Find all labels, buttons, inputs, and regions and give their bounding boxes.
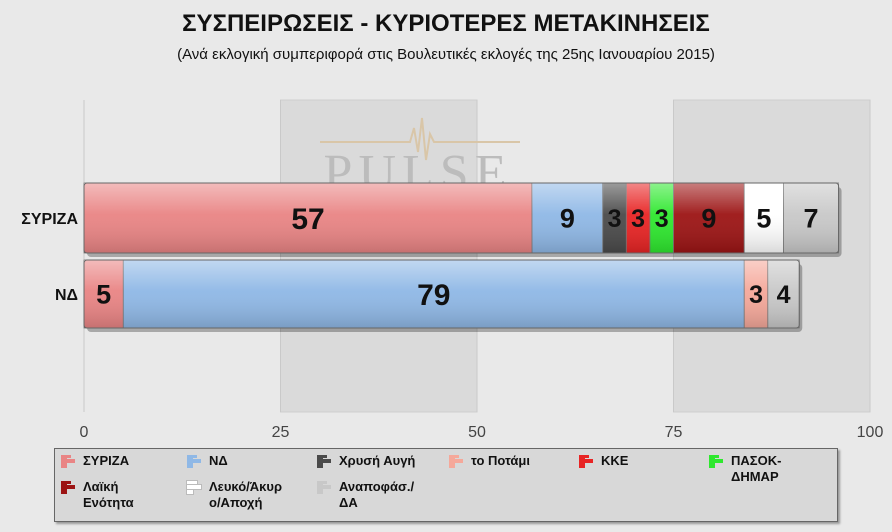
legend-label: Αναποφάσ./ ΔΑ	[339, 479, 415, 510]
bar-segment-shine	[744, 260, 768, 328]
data-label: 3	[608, 205, 622, 233]
legend-item: ΠΑΣΟΚ- ΔΗΜΑΡ	[709, 453, 781, 485]
data-label: 7	[804, 204, 819, 234]
legend-swatch-icon	[449, 455, 463, 468]
chart-subtitle: (Ανά εκλογική συμπεριφορά στις Βουλευτικ…	[177, 46, 715, 63]
x-tick-label: 75	[665, 424, 683, 441]
legend-swatch-icon	[709, 455, 723, 468]
bar-segment-shine	[626, 183, 650, 253]
bar-group-nd: 5 79 3 4	[83, 259, 803, 332]
legend-swatch-icon	[579, 455, 593, 468]
bar-segment-shine	[123, 260, 745, 328]
legend-item: Λευκό/Άκυρ ο/Αποχή	[186, 479, 283, 511]
category-label: ΣΥΡΙΖΑ	[21, 211, 78, 228]
data-label: 9	[701, 204, 716, 234]
legend-label: Λευκό/Άκυρ ο/Αποχή	[209, 479, 283, 510]
data-label: 79	[417, 279, 450, 312]
data-label: 5	[96, 280, 111, 310]
bar-segment-shine	[673, 183, 745, 253]
bar-segment-shine	[649, 183, 674, 253]
legend-item: ΚΚΕ	[579, 453, 628, 469]
legend-swatch-icon	[317, 455, 331, 468]
legend-swatch-icon	[61, 481, 75, 494]
legend-item: ΝΔ	[187, 453, 228, 469]
data-label: 57	[291, 203, 324, 236]
data-label: 9	[560, 204, 575, 234]
bar-outline	[83, 182, 840, 254]
x-tick-label: 25	[272, 424, 290, 441]
legend-item: Αναποφάσ./ ΔΑ	[317, 479, 414, 511]
legend-label: Λαϊκή Ενότητα	[83, 479, 134, 510]
legend-item: Λαϊκή Ενότητα	[61, 479, 134, 511]
category-labels: ΣΥΡΙΖΑ ΝΔ	[21, 211, 78, 304]
bar-segment-shine	[602, 183, 627, 253]
data-label: 3	[749, 281, 763, 309]
legend-label: Χρυσή Αυγή	[339, 453, 416, 468]
legend-item: ΣΥΡΙΖΑ	[61, 453, 129, 469]
legend-swatch-icon	[187, 455, 201, 468]
grid-band	[280, 99, 478, 413]
bar-segment-shine	[767, 260, 800, 328]
legend-label: το Ποτάμι	[471, 453, 530, 468]
bars: 57 9 3 3 3 9 5 75 79 3 4	[83, 182, 842, 332]
chart-title: ΣΥΣΠΕΙΡΩΣΕΙΣ - ΚΥΡΙΟΤΕΡΕΣ ΜΕΤΑΚΙΝΗΣΕΙΣ	[182, 10, 710, 37]
bar-group-syriza: 57 9 3 3 3 9 5 7	[83, 182, 842, 257]
x-axis-ticks: 0 25 50 75 100	[80, 424, 884, 441]
legend-item: Χρυσή Αυγή	[317, 453, 415, 469]
data-label: 3	[631, 205, 645, 233]
legend: ΣΥΡΙΖΑ ΝΔ Χρυσή Αυγή το Ποτάμι ΚΚΕ ΠΑΣΟΚ- ΔΗΜ…	[54, 448, 838, 522]
data-label: 4	[777, 281, 791, 309]
x-tick-label: 100	[857, 424, 884, 441]
bar-segment-shine	[744, 183, 784, 253]
bar-segment-shine	[84, 260, 124, 328]
bar-segment-shine	[84, 183, 533, 253]
legend-swatch-icon	[186, 480, 202, 495]
bar-outline	[83, 259, 800, 329]
category-label: ΝΔ	[55, 287, 78, 304]
data-label: 3	[655, 205, 669, 233]
legend-label: ΣΥΡΙΖΑ	[83, 453, 130, 468]
bar-segment-shine	[783, 183, 839, 253]
x-tick-label: 50	[468, 424, 486, 441]
bar-segment-shine	[532, 183, 603, 253]
legend-item: το Ποτάμι	[449, 453, 530, 469]
legend-label: ΠΑΣΟΚ- ΔΗΜΑΡ	[731, 453, 782, 484]
x-tick-label: 0	[80, 424, 89, 441]
legend-label: ΝΔ	[209, 453, 228, 468]
plot-bands	[83, 99, 871, 413]
legend-swatch-icon	[317, 481, 331, 494]
legend-label: ΚΚΕ	[601, 453, 629, 468]
legend-swatch-icon	[61, 455, 75, 468]
data-label: 5	[756, 204, 771, 234]
